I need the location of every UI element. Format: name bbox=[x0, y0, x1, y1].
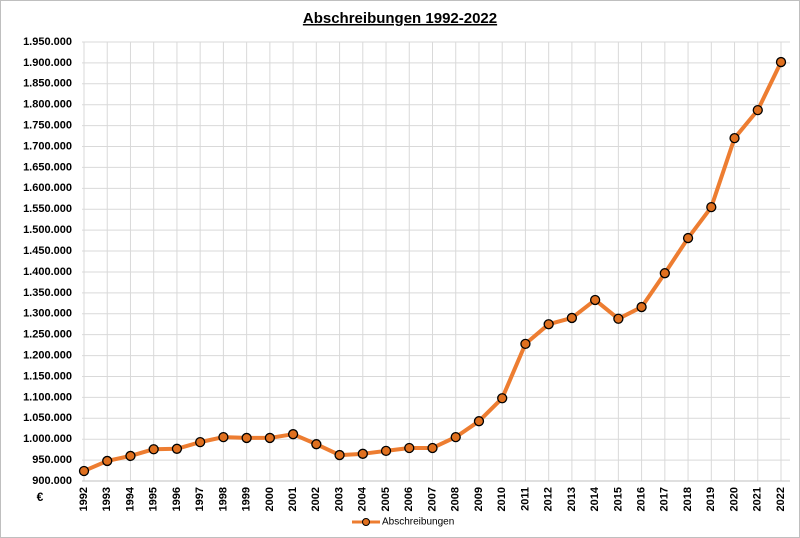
y-tick-label: 1.950.000 bbox=[23, 36, 72, 48]
x-tick-label: 1992 bbox=[78, 487, 90, 511]
y-tick-label: 1.800.000 bbox=[23, 99, 72, 111]
data-point bbox=[520, 338, 531, 350]
x-tick-label: 2006 bbox=[403, 487, 415, 511]
y-tick-label: 1.750.000 bbox=[23, 120, 72, 132]
data-point bbox=[729, 133, 740, 144]
data-point bbox=[589, 294, 601, 306]
y-tick-label: 1.450.000 bbox=[23, 245, 72, 257]
data-point bbox=[264, 432, 276, 444]
x-tick-label: 1999 bbox=[241, 487, 253, 511]
data-point bbox=[125, 450, 136, 462]
data-point bbox=[682, 232, 694, 244]
data-point bbox=[497, 393, 508, 404]
x-tick-label: 2001 bbox=[287, 487, 299, 511]
y-tick-label: 1.650.000 bbox=[23, 161, 72, 173]
x-tick-label: 2020 bbox=[728, 487, 740, 511]
data-point bbox=[427, 442, 438, 454]
y-tick-label: 1.000.000 bbox=[23, 433, 72, 445]
x-tick-label: 2011 bbox=[519, 487, 531, 511]
data-point bbox=[752, 104, 763, 116]
data-point bbox=[287, 429, 299, 440]
y-tick-label: 900.000 bbox=[32, 475, 72, 487]
data-point bbox=[706, 201, 717, 213]
data-point bbox=[613, 313, 624, 324]
y-tick-label: 1.300.000 bbox=[23, 308, 72, 320]
data-point bbox=[775, 56, 787, 68]
data-point bbox=[404, 442, 415, 454]
x-tick-label: 2007 bbox=[426, 487, 438, 511]
x-tick-label: 2016 bbox=[636, 487, 648, 511]
y-tick-label: 1.500.000 bbox=[23, 224, 72, 236]
data-point bbox=[311, 439, 322, 450]
x-tick-label: 1995 bbox=[148, 487, 160, 511]
y-tick-label: 1.050.000 bbox=[23, 412, 72, 424]
x-tick-label: 2013 bbox=[566, 487, 578, 511]
x-tick-label: 2017 bbox=[659, 487, 671, 511]
x-tick-label: 2015 bbox=[612, 487, 624, 511]
data-point bbox=[148, 444, 159, 455]
data-point bbox=[102, 455, 113, 467]
x-tick-label: 2009 bbox=[473, 487, 485, 511]
x-tick-label: 1996 bbox=[171, 487, 183, 511]
y-tick-label: 1.700.000 bbox=[23, 140, 72, 152]
x-tick-label: 2019 bbox=[705, 487, 717, 511]
data-point bbox=[543, 319, 554, 330]
y-tick-label: 1.600.000 bbox=[23, 182, 72, 194]
data-point bbox=[566, 312, 578, 324]
y-tick-label: 1.550.000 bbox=[23, 203, 72, 215]
data-point bbox=[357, 448, 368, 459]
data-point bbox=[636, 301, 647, 313]
x-tick-label: 2003 bbox=[333, 487, 345, 511]
x-tick-label: 2005 bbox=[380, 487, 392, 511]
x-tick-label: 2002 bbox=[310, 487, 322, 511]
y-tick-label: 950.000 bbox=[32, 454, 72, 466]
data-point bbox=[334, 449, 345, 461]
y-tick-label: 1.350.000 bbox=[23, 287, 72, 299]
x-tick-label: 1997 bbox=[194, 487, 206, 511]
x-tick-label: 2008 bbox=[450, 487, 462, 511]
x-tick-label: 2014 bbox=[589, 486, 601, 511]
data-point bbox=[218, 431, 229, 443]
data-point bbox=[195, 436, 206, 448]
x-tick-label: 2000 bbox=[264, 487, 276, 511]
data-point bbox=[78, 465, 90, 477]
legend-label: Abschreibungen bbox=[382, 517, 454, 528]
data-point bbox=[380, 445, 392, 457]
data-point bbox=[171, 443, 183, 454]
y-unit: € bbox=[37, 490, 44, 504]
x-tick-label: 1993 bbox=[101, 487, 113, 511]
x-tick-label: 2018 bbox=[682, 487, 694, 511]
data-point bbox=[473, 416, 485, 427]
y-tick-label: 1.200.000 bbox=[23, 349, 72, 361]
x-tick-label: 2022 bbox=[775, 487, 787, 511]
data-point bbox=[659, 268, 670, 279]
x-tick-label: 2012 bbox=[543, 487, 555, 511]
y-tick-label: 1.850.000 bbox=[23, 78, 72, 90]
y-tick-label: 1.400.000 bbox=[23, 266, 72, 278]
y-tick-label: 1.150.000 bbox=[23, 370, 72, 382]
y-tick-label: 1.250.000 bbox=[23, 329, 72, 341]
x-tick-label: 2010 bbox=[496, 487, 508, 511]
y-tick-label: 1.900.000 bbox=[23, 57, 72, 69]
x-tick-label: 1994 bbox=[124, 486, 136, 511]
data-point bbox=[450, 431, 461, 443]
y-tick-label: 1.100.000 bbox=[23, 391, 72, 403]
x-tick-label: 2004 bbox=[357, 486, 369, 511]
x-tick-label: 2021 bbox=[752, 487, 764, 511]
legend-marker bbox=[362, 518, 370, 526]
x-tick-label: 1998 bbox=[217, 487, 229, 511]
data-point bbox=[241, 432, 252, 444]
chart-title: Abschreibungen 1992-2022 bbox=[303, 10, 497, 27]
